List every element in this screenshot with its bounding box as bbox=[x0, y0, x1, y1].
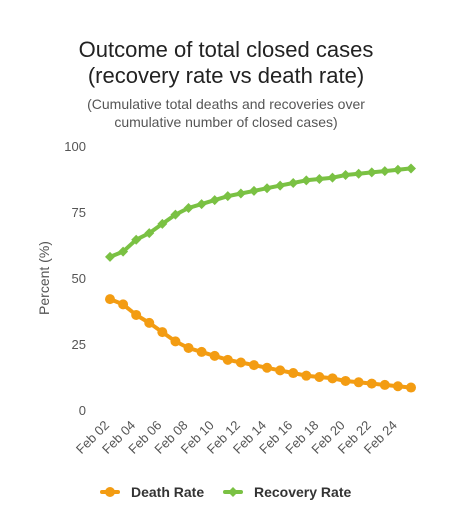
data-point bbox=[222, 191, 233, 202]
data-point bbox=[118, 299, 129, 310]
data-point bbox=[157, 218, 168, 229]
data-point bbox=[353, 377, 364, 388]
data-point bbox=[379, 166, 390, 177]
data-point bbox=[131, 309, 142, 320]
chart-title-line-2: (recovery rate vs death rate) bbox=[88, 63, 364, 88]
data-point bbox=[406, 163, 416, 174]
data-point bbox=[196, 346, 207, 357]
data-point bbox=[392, 381, 403, 392]
legend-item-recovery-rate: Recovery Rate bbox=[223, 484, 351, 500]
data-point bbox=[170, 336, 181, 347]
legend-label: Death Rate bbox=[131, 484, 204, 500]
legend-item-death-rate: Death Rate bbox=[100, 484, 204, 500]
data-point bbox=[314, 372, 325, 382]
data-point bbox=[222, 354, 233, 365]
data-point bbox=[209, 195, 220, 206]
data-point bbox=[157, 327, 168, 338]
data-point bbox=[340, 375, 351, 386]
data-point bbox=[196, 199, 207, 210]
legend: Death Rate Recovery Rate bbox=[100, 484, 351, 500]
data-point bbox=[301, 370, 312, 381]
data-point bbox=[288, 177, 299, 188]
legend-marker bbox=[228, 487, 238, 497]
y-axis-label: Percent (%) bbox=[36, 241, 52, 315]
y-tick-label: 100 bbox=[64, 139, 86, 154]
series-recovery-rate bbox=[105, 163, 416, 262]
y-tick-label: 50 bbox=[72, 271, 86, 286]
data-point bbox=[327, 172, 338, 183]
data-point bbox=[144, 317, 155, 328]
legend-label: Recovery Rate bbox=[254, 484, 351, 500]
data-point bbox=[209, 350, 220, 361]
data-point bbox=[366, 378, 377, 389]
data-point bbox=[248, 360, 259, 371]
chart-title-line-1: Outcome of total closed cases bbox=[79, 37, 374, 62]
data-point bbox=[366, 167, 377, 178]
data-point bbox=[105, 251, 115, 262]
series-death-rate bbox=[105, 294, 416, 393]
y-axis-ticks: 0 25 50 75 100 bbox=[64, 139, 86, 418]
data-point bbox=[235, 188, 246, 199]
data-point bbox=[301, 175, 312, 186]
data-point bbox=[183, 203, 194, 214]
data-point bbox=[262, 362, 273, 373]
data-point bbox=[144, 228, 155, 239]
chart-subtitle-line-2: cumulative number of closed cases) bbox=[114, 114, 337, 130]
y-tick-label: 75 bbox=[72, 205, 86, 220]
data-point bbox=[183, 342, 194, 353]
chart-subtitle-line-1: (Cumulative total deaths and recoveries … bbox=[87, 96, 365, 112]
data-point bbox=[327, 373, 338, 384]
data-point bbox=[275, 365, 286, 376]
data-point bbox=[314, 174, 325, 184]
data-point bbox=[262, 183, 273, 194]
y-tick-label: 0 bbox=[79, 403, 86, 418]
data-point bbox=[118, 246, 129, 257]
data-point bbox=[235, 357, 246, 368]
data-point bbox=[340, 170, 351, 181]
data-point bbox=[275, 180, 286, 191]
data-point bbox=[406, 382, 416, 393]
series-line bbox=[108, 297, 413, 390]
data-point bbox=[353, 168, 364, 179]
data-point bbox=[392, 164, 403, 175]
data-point bbox=[131, 234, 142, 245]
series-line bbox=[108, 166, 413, 259]
legend-marker bbox=[105, 487, 115, 497]
data-point bbox=[170, 209, 181, 220]
data-point bbox=[105, 294, 115, 305]
data-point bbox=[379, 379, 390, 390]
series-layer bbox=[105, 163, 416, 393]
data-point bbox=[288, 368, 299, 379]
data-point bbox=[248, 185, 259, 196]
y-tick-label: 25 bbox=[72, 337, 86, 352]
